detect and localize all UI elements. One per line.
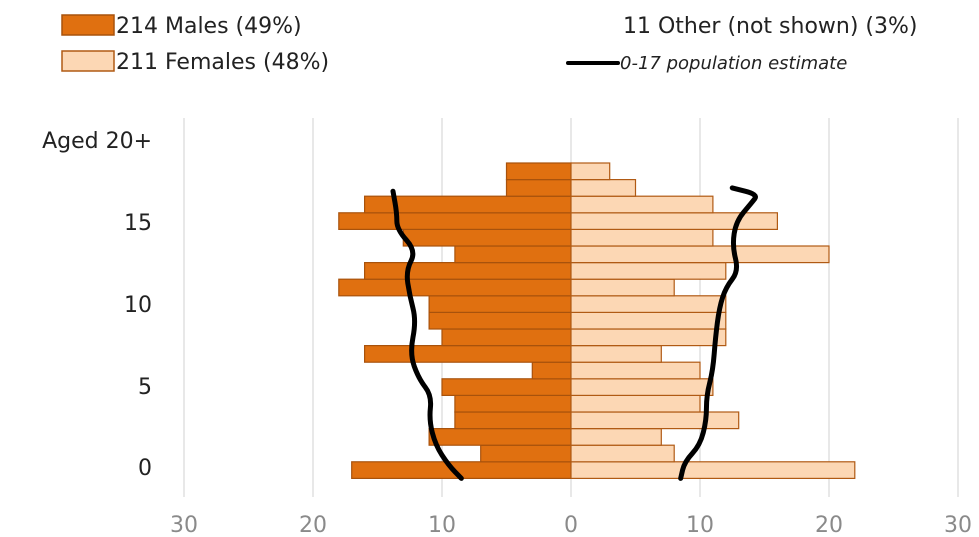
legend-label-males: 214 Males (49%) — [116, 14, 302, 39]
female-bar — [570, 195, 714, 214]
y-tick-label: 10 — [124, 293, 152, 318]
female-bar — [570, 278, 675, 297]
male-bars — [338, 162, 572, 479]
x-tick-label: 10 — [686, 513, 714, 537]
male-bar — [480, 444, 572, 463]
right-estimate-line — [678, 185, 758, 481]
male-bar — [402, 228, 572, 247]
male-bar — [364, 262, 572, 280]
male-bar — [428, 311, 572, 330]
female-bar — [570, 428, 662, 446]
female-bar — [570, 212, 778, 231]
male-bar — [428, 295, 572, 313]
male-bar — [454, 411, 572, 430]
female-bar — [570, 411, 740, 430]
y-axis-ticks: 0 5 10 15 Aged 20+ — [42, 129, 152, 481]
female-bar — [570, 444, 675, 463]
male-bar — [505, 179, 572, 197]
female-bar — [570, 461, 856, 479]
female-bars — [570, 162, 856, 479]
legend-label-estimate: 0-17 population estimate — [620, 53, 847, 74]
female-bar — [570, 311, 727, 330]
male-bar — [505, 162, 572, 181]
female-bar — [570, 378, 714, 396]
male-bar — [338, 212, 572, 231]
male-bar — [441, 328, 572, 347]
female-bar — [570, 162, 611, 181]
male-bar — [338, 278, 572, 297]
y-tick-label: 0 — [138, 456, 152, 481]
x-tick-label: 30 — [170, 513, 198, 537]
female-bar — [570, 228, 714, 247]
female-bar — [570, 262, 727, 280]
male-bar — [531, 361, 572, 380]
x-tick-label: 10 — [428, 513, 456, 537]
y-tick-label: 15 — [124, 211, 152, 236]
x-tick-label: 20 — [299, 513, 327, 537]
female-bar — [570, 394, 701, 413]
female-bar — [570, 345, 662, 363]
x-tick-label: 0 — [564, 513, 578, 537]
female-bar — [570, 295, 727, 313]
male-bar — [441, 378, 572, 396]
y-tick-label: 5 — [138, 375, 152, 400]
legend-label-other: 11 Other (not shown) (3%) — [623, 14, 918, 39]
left-estimate-line — [390, 188, 464, 481]
male-bar — [454, 245, 572, 264]
female-bar — [570, 179, 637, 197]
female-bar — [570, 245, 830, 264]
female-bar — [570, 361, 701, 380]
legend: 214 Males (49%) 211 Females (48%) 11 Oth… — [61, 14, 918, 75]
x-tick-label: 20 — [815, 513, 843, 537]
legend-swatch-males — [61, 14, 115, 36]
x-tick-label: 30 — [944, 513, 972, 537]
male-bar — [364, 345, 572, 363]
legend-swatch-females — [61, 50, 115, 72]
y-tick-label: Aged 20+ — [42, 129, 152, 154]
male-bar — [428, 428, 572, 446]
male-bar — [454, 394, 572, 413]
estimate-lines — [390, 185, 758, 481]
female-bar — [570, 328, 727, 347]
x-axis-ticks: 30 20 10 0 10 20 30 — [170, 513, 972, 537]
legend-label-females: 211 Females (48%) — [116, 50, 329, 75]
